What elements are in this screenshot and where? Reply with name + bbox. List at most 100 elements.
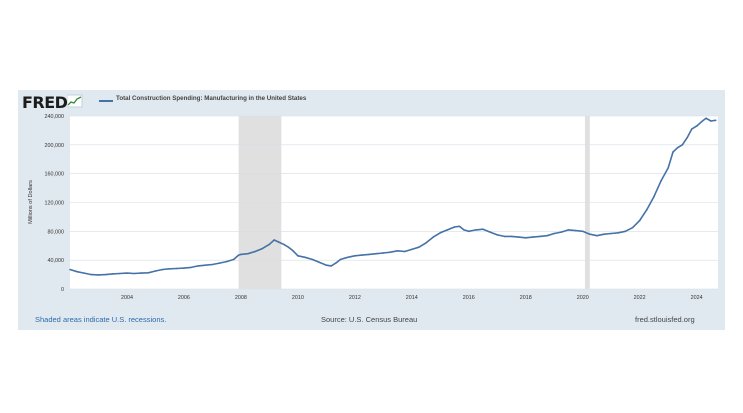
data-point <box>503 235 506 238</box>
data-point <box>475 229 477 231</box>
data-point <box>361 254 363 256</box>
data-point <box>389 251 392 254</box>
data-point <box>161 268 164 271</box>
y-tick-label: 40,000 <box>48 258 65 264</box>
data-point <box>705 117 707 119</box>
gridlines <box>70 115 718 290</box>
data-point <box>553 232 556 235</box>
x-tick-label: 2008 <box>235 295 247 301</box>
data-point <box>446 229 449 231</box>
data-point <box>667 167 669 169</box>
data-point <box>660 180 662 182</box>
data-point <box>225 260 228 263</box>
data-point <box>211 263 214 266</box>
data-point <box>76 270 78 273</box>
data-point <box>700 120 703 123</box>
line-chart: 0 40,000 80,000 120,000 160,000 200,000 240,00… <box>28 114 718 301</box>
data-point <box>567 229 570 231</box>
data-point <box>581 230 584 233</box>
data-point <box>645 208 648 211</box>
data-point <box>686 136 689 139</box>
data-point <box>681 144 684 146</box>
x-tick-label: 2004 <box>121 295 133 301</box>
y-tick-label: 160,000 <box>45 172 65 178</box>
data-point <box>638 219 641 222</box>
data-point <box>334 262 337 264</box>
y-tick-label: 120,000 <box>45 201 65 207</box>
source-note: Source: U.S. Census Bureau <box>321 315 418 324</box>
data-point <box>339 258 342 261</box>
data-point <box>589 233 591 236</box>
data-point <box>204 264 207 267</box>
data-point <box>482 228 484 230</box>
data-point <box>524 237 527 239</box>
data-point <box>111 273 114 275</box>
recession-note: Shaded areas indicate U.S. recessions. <box>35 315 167 324</box>
data-point <box>287 246 290 248</box>
y-tick-labels: 0 40,000 80,000 120,000 160,000 200,000 240,00… <box>45 114 65 293</box>
data-point <box>297 255 299 257</box>
legend-series-label[interactable]: Total Construction Spending: Manufacturi… <box>116 95 307 102</box>
data-point <box>190 266 192 269</box>
data-point <box>432 236 434 238</box>
data-point <box>240 253 242 256</box>
data-point <box>714 119 717 122</box>
data-point <box>690 128 693 130</box>
site-link[interactable]: fred.stlouisfed.org <box>635 315 695 324</box>
data-point <box>354 255 356 257</box>
y-tick-label: 80,000 <box>48 229 65 235</box>
data-point <box>232 258 235 261</box>
data-point <box>218 262 221 264</box>
data-point <box>273 239 276 241</box>
data-point <box>546 234 548 237</box>
data-point <box>197 265 199 267</box>
data-point <box>610 232 612 235</box>
data-point <box>439 231 442 234</box>
data-point <box>510 235 513 238</box>
x-tick-label: 2016 <box>463 295 475 301</box>
data-point <box>574 229 577 232</box>
data-point <box>176 267 178 270</box>
x-tick-label: 2012 <box>349 295 361 301</box>
data-point <box>247 252 249 255</box>
data-point <box>517 236 520 238</box>
data-point <box>631 226 634 229</box>
data-point <box>467 230 470 233</box>
data-point <box>282 243 285 246</box>
data-point <box>168 268 171 270</box>
data-point <box>463 229 465 231</box>
data-point <box>140 272 143 274</box>
data-point <box>425 242 427 244</box>
data-point <box>304 256 306 259</box>
data-point <box>710 120 712 122</box>
data-point <box>119 272 121 275</box>
data-point <box>496 234 499 236</box>
data-point <box>325 264 328 267</box>
y-tick-label: 0 <box>61 287 64 293</box>
x-tick-label: 2020 <box>577 295 589 301</box>
x-tick-label: 2014 <box>406 295 418 301</box>
data-point <box>672 151 674 153</box>
data-point <box>330 265 332 267</box>
x-tick-labels: 2004 2006 2008 2010 2012 2014 2016 2018 2020 2022… <box>121 295 703 301</box>
data-point <box>676 146 679 149</box>
data-point <box>277 241 280 243</box>
data-point <box>560 231 563 233</box>
data-point <box>90 273 93 276</box>
y-axis-label: Millions of Dollars <box>28 180 34 224</box>
data-point <box>617 231 620 234</box>
data-point <box>292 249 294 252</box>
data-point <box>69 268 71 271</box>
data-point <box>411 248 413 251</box>
data-point <box>453 226 456 228</box>
chart-frame: FRED Total Construction Spending: Manufa… <box>18 90 725 330</box>
data-point <box>368 253 370 256</box>
data-point <box>154 270 157 272</box>
data-point <box>418 246 420 248</box>
x-tick-label: 2022 <box>634 295 646 301</box>
y-tick-label: 200,000 <box>45 143 65 149</box>
data-point <box>603 233 605 236</box>
x-tick-label: 2018 <box>520 295 532 301</box>
data-point <box>261 247 264 250</box>
data-point <box>133 272 135 275</box>
